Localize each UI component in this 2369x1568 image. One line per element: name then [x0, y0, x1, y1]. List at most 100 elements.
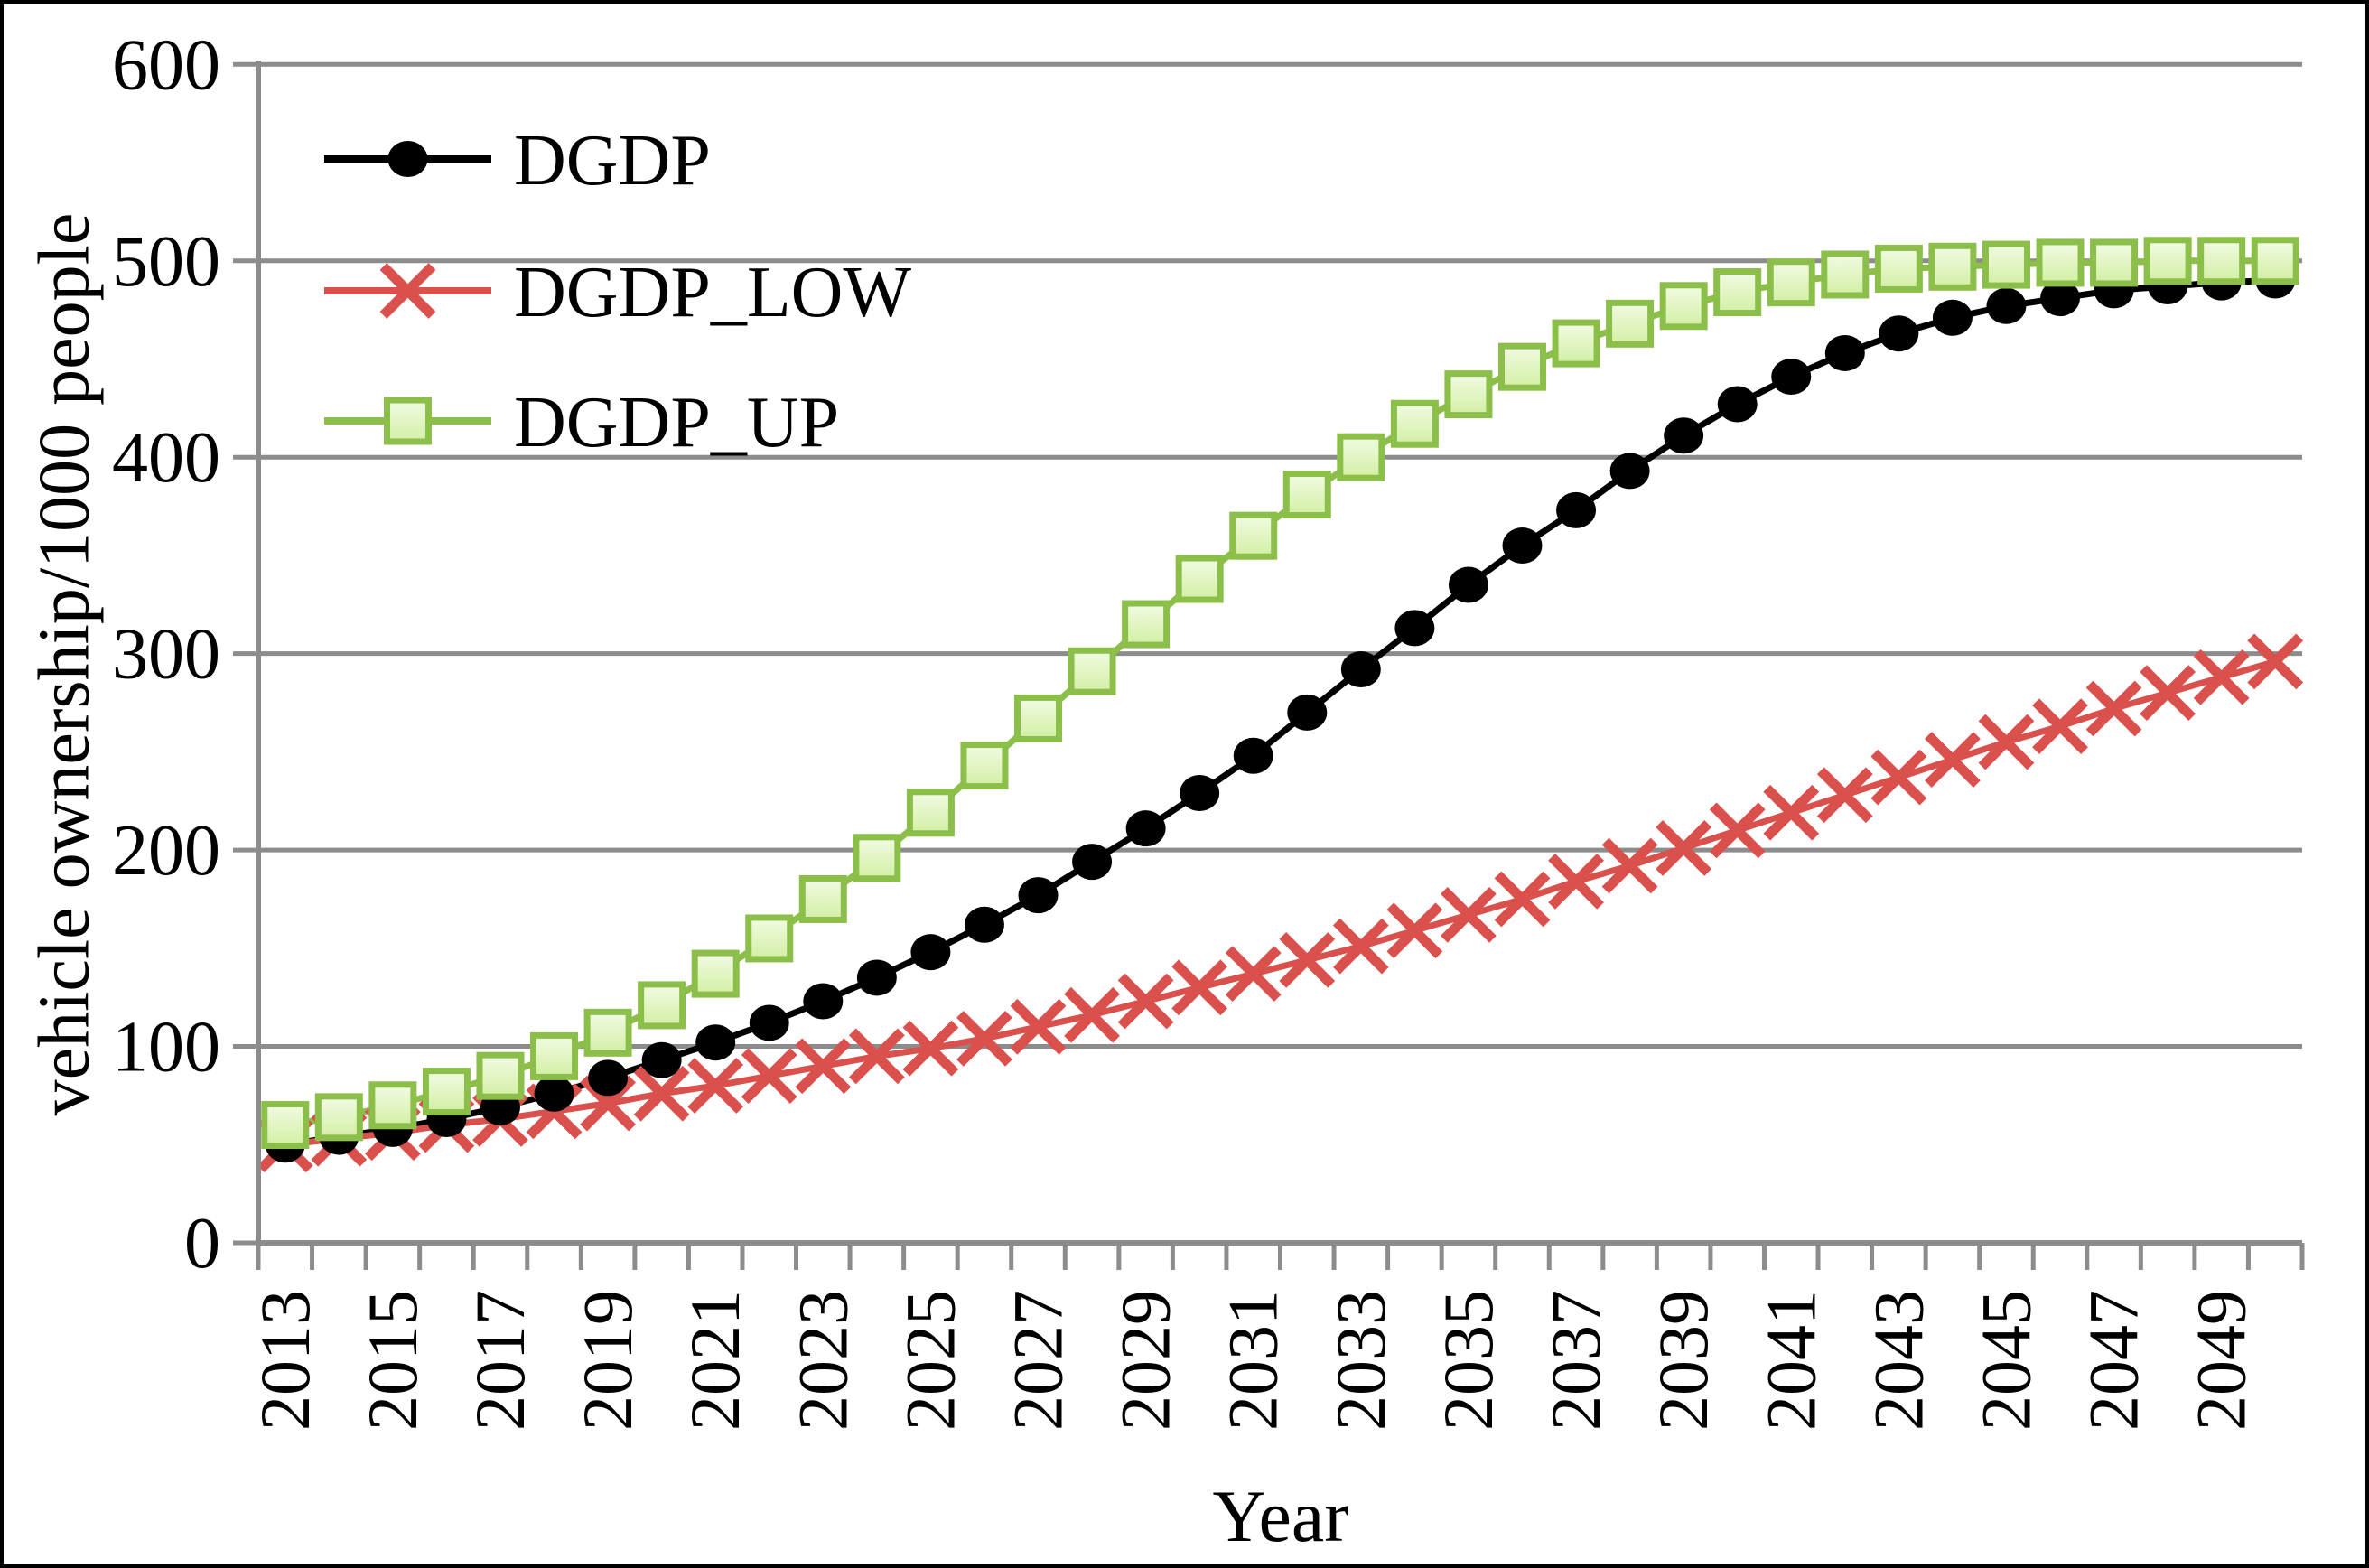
marker-dgdp_low-2027 — [1010, 998, 1067, 1055]
marker-dgdp_up-2027 — [1014, 694, 1063, 742]
marker-dgdp_up-2043 — [1874, 244, 1923, 293]
marker-dgdp_up-2019 — [583, 1008, 632, 1057]
marker-dgdp_low-2032 — [1279, 931, 1336, 988]
y-tick-label-0: 0 — [184, 1204, 220, 1283]
x-tick-label-2037: 2037 — [1536, 1290, 1615, 1431]
marker-dgdp-2024 — [856, 959, 897, 996]
x-tick-label-2049: 2049 — [2182, 1290, 2261, 1431]
marker-dgdp_low-2024 — [848, 1028, 905, 1085]
marker-dgdp_up-2038 — [1606, 299, 1655, 348]
marker-dgdp-2023 — [803, 983, 844, 1020]
x-tick-label-2029: 2029 — [1106, 1290, 1185, 1431]
marker-dgdp_up-2026 — [960, 742, 1009, 790]
marker-dgdp-2046 — [2040, 280, 2081, 317]
marker-dgdp-2028 — [1072, 844, 1113, 881]
marker-dgdp_low-2035 — [1441, 886, 1497, 943]
y-tick-label-100: 100 — [112, 1008, 220, 1087]
marker-dgdp_low-2033 — [1332, 918, 1389, 975]
marker-dgdp_low-2042 — [1816, 767, 1873, 824]
marker-dgdp_up-2045 — [1982, 240, 2030, 289]
x-tick-label-2035: 2035 — [1429, 1290, 1507, 1431]
marker-dgdp-2043 — [1879, 315, 1919, 352]
marker-dgdp-2020 — [641, 1041, 682, 1078]
marker-dgdp_up-2024 — [853, 834, 901, 882]
marker-dgdp_up-2020 — [638, 981, 686, 1030]
marker-dgdp_up-2013 — [261, 1101, 310, 1150]
legend-marker-dgdp — [387, 141, 428, 177]
marker-dgdp_up-2033 — [1337, 433, 1385, 481]
marker-dgdp_low-2031 — [1225, 946, 1282, 1002]
marker-dgdp-2042 — [1824, 334, 1865, 371]
x-tick-label-2041: 2041 — [1751, 1290, 1830, 1431]
marker-dgdp-2030 — [1180, 775, 1220, 812]
x-tick-label-2043: 2043 — [1859, 1290, 1937, 1431]
marker-dgdp_low-2026 — [956, 1010, 1012, 1067]
marker-dgdp_low-2036 — [1494, 871, 1551, 928]
marker-dgdp_low-2041 — [1763, 784, 1820, 841]
marker-dgdp-2022 — [749, 1004, 789, 1041]
marker-dgdp_up-2040 — [1713, 268, 1762, 317]
marker-dgdp_up-2029 — [1122, 600, 1171, 649]
x-tick-label-2031: 2031 — [1214, 1290, 1292, 1431]
marker-dgdp_low-2021 — [687, 1058, 744, 1114]
marker-dgdp_up-2044 — [1928, 242, 1977, 291]
marker-dgdp_low-2020 — [633, 1065, 690, 1122]
marker-dgdp-2033 — [1340, 651, 1381, 688]
marker-dgdp_low-2044 — [1925, 732, 1981, 788]
x-tick-label-2039: 2039 — [1644, 1290, 1722, 1431]
marker-dgdp-2034 — [1394, 610, 1435, 647]
marker-dgdp_up-2017 — [476, 1051, 525, 1100]
y-axis-title: vehicle ownership/1000 people — [24, 212, 105, 1116]
marker-dgdp_low-2048 — [2140, 665, 2196, 722]
marker-dgdp-2035 — [1448, 566, 1488, 603]
x-tick-label-2015: 2015 — [353, 1290, 432, 1431]
marker-dgdp_up-2047 — [2090, 238, 2139, 287]
marker-dgdp_low-2043 — [1870, 749, 1927, 806]
marker-dgdp_up-2015 — [368, 1081, 417, 1130]
marker-dgdp_up-2046 — [2036, 238, 2085, 287]
marker-dgdp_low-2037 — [1548, 854, 1604, 910]
x-tick-label-2033: 2033 — [1321, 1290, 1400, 1431]
marker-dgdp_up-2050 — [2251, 237, 2299, 285]
legend-marker-dgdp_up — [384, 397, 432, 445]
marker-dgdp_low-2022 — [741, 1048, 797, 1105]
marker-dgdp_low-2045 — [1978, 714, 2035, 770]
marker-dgdp-2018 — [534, 1075, 574, 1112]
marker-dgdp-2037 — [1556, 491, 1597, 528]
marker-dgdp_low-2023 — [795, 1038, 852, 1095]
marker-dgdp-2026 — [964, 906, 1004, 943]
marker-dgdp_up-2032 — [1282, 471, 1331, 519]
marker-dgdp_up-2039 — [1659, 282, 1708, 331]
marker-dgdp_up-2021 — [691, 949, 740, 998]
y-tick-label-600: 600 — [112, 25, 220, 105]
marker-dgdp-2040 — [1717, 386, 1758, 423]
marker-dgdp_up-2025 — [906, 789, 955, 837]
legend-label-dgdp_low: DGDP_LOW — [514, 253, 911, 332]
marker-dgdp-2045 — [1986, 287, 2027, 324]
marker-dgdp_up-2037 — [1552, 319, 1600, 368]
marker-dgdp_low-2046 — [2032, 698, 2088, 754]
marker-dgdp_low-2050 — [2247, 633, 2304, 690]
marker-dgdp_up-2022 — [745, 914, 794, 963]
x-tick-label-2045: 2045 — [1966, 1290, 2045, 1431]
marker-dgdp-2019 — [588, 1059, 629, 1097]
x-tick-label-2027: 2027 — [999, 1290, 1077, 1431]
marker-dgdp_low-2047 — [2085, 680, 2142, 737]
y-tick-label-400: 400 — [112, 418, 220, 498]
marker-dgdp_low-2038 — [1601, 837, 1658, 894]
marker-dgdp_up-2023 — [798, 874, 847, 923]
marker-dgdp_up-2048 — [2143, 237, 2192, 285]
marker-dgdp_up-2041 — [1767, 258, 1815, 307]
marker-dgdp_up-2036 — [1497, 342, 1546, 391]
marker-dgdp_up-2018 — [530, 1031, 579, 1080]
legend-marker-dgdp_low — [379, 263, 436, 319]
marker-dgdp_low-2030 — [1171, 959, 1228, 1016]
marker-dgdp-2038 — [1609, 453, 1650, 490]
x-axis-title: Year — [1212, 1475, 1349, 1557]
marker-dgdp-2036 — [1502, 527, 1543, 565]
chart-canvas: 0 100 200 300 400 500 600 2013 2015 2017 2019 2021 2… — [112, 25, 2305, 1431]
marker-dgdp_up-2014 — [314, 1093, 363, 1142]
marker-dgdp_up-2016 — [422, 1068, 471, 1116]
marker-dgdp_up-2042 — [1821, 250, 1870, 299]
marker-dgdp-2039 — [1664, 417, 1704, 454]
